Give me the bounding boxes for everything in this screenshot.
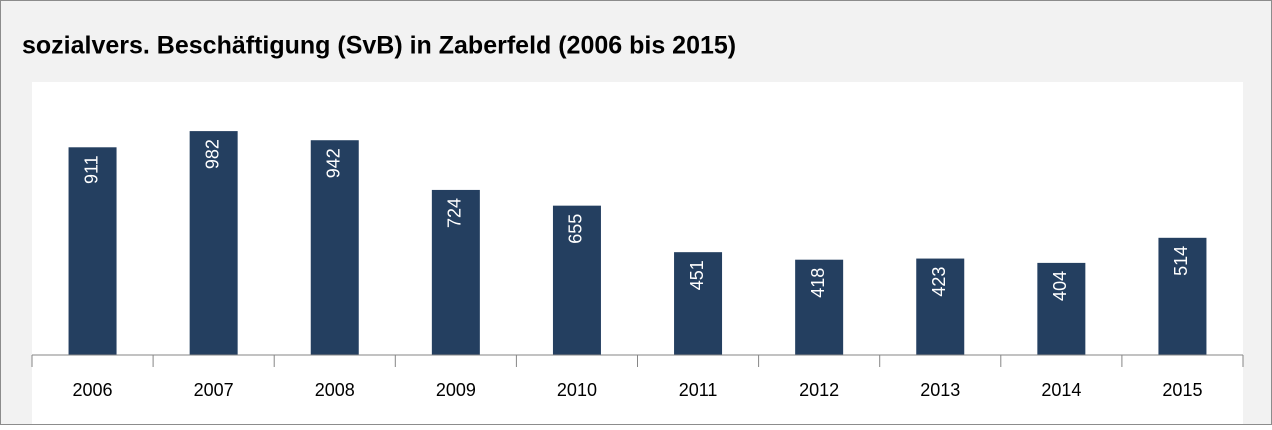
bar bbox=[552, 205, 601, 355]
bar bbox=[68, 147, 117, 355]
chart-title: sozialvers. Beschäftigung (SvB) in Zaber… bbox=[22, 32, 736, 60]
bar bbox=[431, 189, 480, 355]
x-tick-label: 2014 bbox=[1041, 380, 1081, 400]
bar bbox=[1158, 237, 1207, 355]
x-tick-label: 2013 bbox=[920, 380, 960, 400]
data-label: 451 bbox=[687, 260, 707, 290]
data-label: 911 bbox=[81, 155, 101, 184]
bar bbox=[189, 131, 238, 355]
x-tick-label: 2009 bbox=[436, 380, 476, 400]
data-label: 724 bbox=[445, 198, 465, 228]
x-tick-label: 2008 bbox=[315, 380, 355, 400]
data-label: 404 bbox=[1050, 271, 1070, 301]
x-tick-label: 2006 bbox=[73, 380, 113, 400]
data-label: 418 bbox=[808, 268, 828, 298]
bar bbox=[916, 258, 965, 355]
bar bbox=[674, 252, 723, 355]
data-label: 514 bbox=[1171, 246, 1191, 276]
data-label: 423 bbox=[929, 267, 949, 297]
x-tick-label: 2015 bbox=[1162, 380, 1202, 400]
x-tick-label: 2011 bbox=[679, 380, 718, 400]
x-tick-label: 2010 bbox=[557, 380, 597, 400]
data-label: 982 bbox=[202, 139, 222, 169]
x-tick-label: 2012 bbox=[799, 380, 839, 400]
bar bbox=[310, 140, 359, 355]
bar bbox=[795, 259, 844, 355]
bar bbox=[1037, 262, 1086, 355]
x-tick-label: 2007 bbox=[194, 380, 234, 400]
data-label: 655 bbox=[566, 214, 586, 244]
data-label: 942 bbox=[324, 148, 344, 178]
